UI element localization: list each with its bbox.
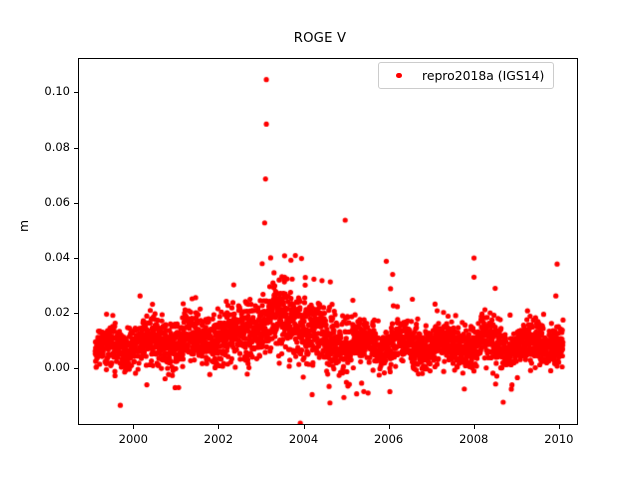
x-axis-tick-label: 2004 [288, 432, 319, 446]
y-axis-tick-label: 0.10 [44, 84, 70, 99]
y-axis-tick [74, 258, 78, 260]
x-axis-tick [303, 425, 305, 429]
x-axis-tick-label: 2008 [459, 432, 489, 446]
y-axis-tick [74, 92, 78, 94]
y-axis-tick [74, 368, 78, 370]
x-axis-tick-label: 2010 [544, 432, 574, 446]
x-axis-tick-label: 2002 [203, 432, 234, 446]
page-title: ROGE V [293, 31, 347, 46]
x-axis-tick-label: 2000 [118, 432, 148, 446]
y-axis-tick-label: 0.04 [44, 250, 70, 265]
x-axis-tick [473, 425, 475, 429]
legend-marker-icon [388, 72, 410, 79]
x-axis-tick [388, 425, 390, 429]
y-axis-tick-label: 0.06 [44, 194, 70, 209]
legend: repro2018a (IGS14) [378, 62, 555, 89]
x-axis-tick [218, 425, 220, 429]
legend-entry-label: repro2018a (IGS14) [422, 68, 545, 83]
scatter-plot-canvas [79, 59, 577, 424]
plot-axes [78, 58, 578, 425]
y-axis-label: m [16, 219, 31, 232]
y-axis-tick-label: 0.00 [44, 360, 70, 375]
x-axis-tick [133, 425, 135, 429]
x-axis-tick-label: 2006 [373, 432, 404, 446]
y-axis-tick-label: 0.02 [44, 305, 70, 320]
x-axis-tick [558, 425, 560, 429]
y-axis-tick [74, 313, 78, 315]
y-axis-tick-label: 0.08 [44, 139, 70, 154]
y-axis-tick [74, 147, 78, 149]
y-axis-tick [74, 202, 78, 204]
